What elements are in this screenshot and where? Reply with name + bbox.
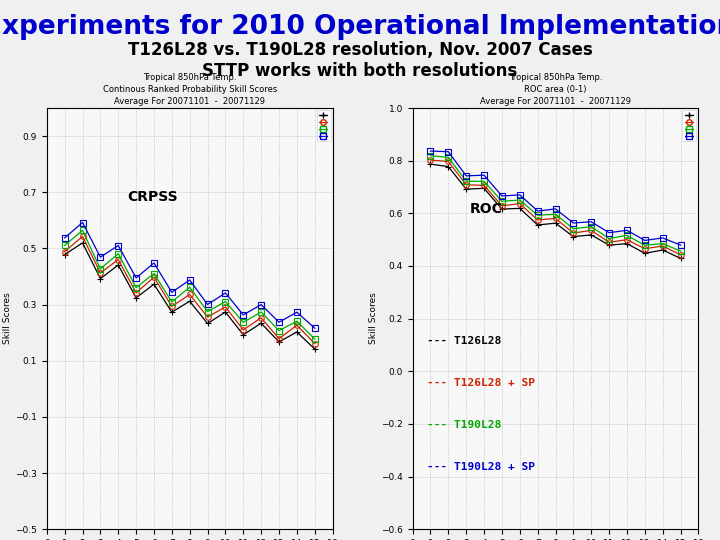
Text: --- T126L28: --- T126L28 [427, 336, 501, 346]
Text: ROC: ROC [469, 202, 503, 217]
Text: STTP works with both resolutions: STTP works with both resolutions [202, 62, 518, 80]
Y-axis label: Skill Scores: Skill Scores [369, 293, 378, 345]
Title: Tropical 850hPa Temp.
ROC area (0-1)
Average For 20071101  -  20071129: Tropical 850hPa Temp. ROC area (0-1) Ave… [480, 73, 631, 106]
Text: --- T126L28 + SP: --- T126L28 + SP [427, 378, 535, 388]
Legend: , , , : , , , [683, 110, 696, 141]
Text: T126L28 vs. T190L28 resolution, Nov. 2007 Cases: T126L28 vs. T190L28 resolution, Nov. 200… [127, 40, 593, 58]
Text: CRPSS: CRPSS [127, 190, 177, 204]
Text: --- T190L28 + SP: --- T190L28 + SP [427, 462, 535, 472]
Legend: , , , : , , , [317, 110, 330, 141]
Text: --- T190L28: --- T190L28 [427, 420, 501, 430]
Y-axis label: Skill Scores: Skill Scores [4, 293, 12, 345]
Text: Experiments for 2010 Operational Implementation: Experiments for 2010 Operational Impleme… [0, 14, 720, 39]
Title: Tropical 850hPa Temp.
Continous Ranked Probability Skill Scores
Average For 2007: Tropical 850hPa Temp. Continous Ranked P… [102, 73, 276, 106]
